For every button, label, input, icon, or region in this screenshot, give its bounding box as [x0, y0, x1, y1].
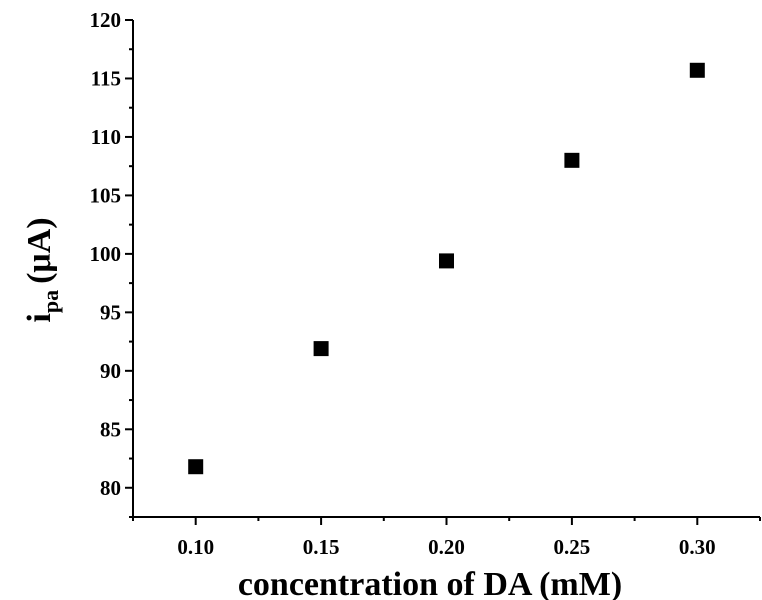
data-point-1: [188, 459, 204, 475]
y-tick-label: 105: [90, 183, 122, 207]
x-tick-label: 0.20: [428, 535, 465, 559]
x-ticks: 0.10 0.15 0.20 0.25 0.30: [132, 517, 761, 559]
data-point-3: [439, 253, 454, 269]
y-tick-label: 85: [100, 417, 121, 441]
y-tick-label: 100: [90, 242, 122, 266]
axes: [132, 20, 760, 518]
y-tick-label: 95: [100, 300, 121, 324]
data-point-5: [689, 62, 705, 78]
x-tick-label: 0.30: [679, 535, 716, 559]
data-point-2: [313, 341, 329, 357]
y-tick-label: 120: [90, 8, 122, 32]
x-tick-label: 0.15: [303, 535, 340, 559]
x-axis-title: concentration of DA (mM): [238, 566, 622, 600]
y-axis-title-main: i: [21, 313, 58, 322]
x-tick-label: 0.10: [177, 535, 214, 559]
y-axis-title: ipa (μA): [21, 217, 63, 322]
x-tick-label: 0.25: [554, 535, 591, 559]
y-ticks: 80 85 90 95 100 105 110 115 120: [90, 8, 133, 518]
data-points: [188, 62, 705, 475]
data-point-4: [564, 152, 580, 168]
y-tick-label: 115: [91, 66, 121, 90]
y-axis-title-subscript: pa: [38, 290, 63, 313]
y-tick-label: 110: [91, 125, 121, 149]
y-tick-label: 80: [100, 476, 121, 500]
y-tick-label: 90: [100, 359, 121, 383]
y-axis-title-unit: (μA): [21, 217, 58, 283]
